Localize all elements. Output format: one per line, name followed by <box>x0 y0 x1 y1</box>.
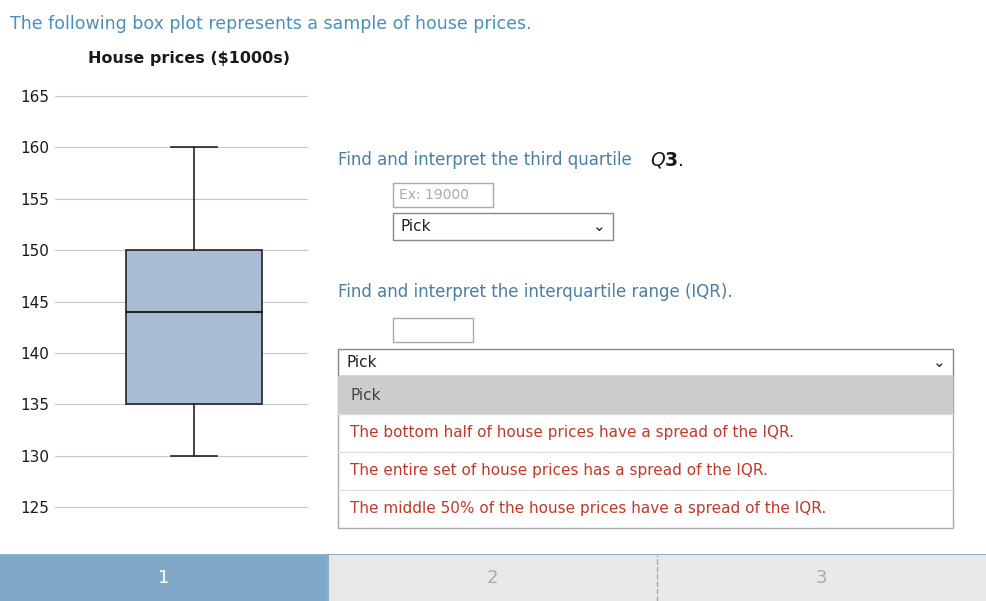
Bar <box>338 376 953 414</box>
Text: Pick: Pick <box>350 388 381 403</box>
Text: Find and interpret the third quartile: Find and interpret the third quartile <box>338 151 637 169</box>
Bar <box>338 349 953 376</box>
Bar <box>126 250 262 404</box>
Bar <box>328 555 657 601</box>
Text: The following box plot represents a sample of house prices.: The following box plot represents a samp… <box>10 15 531 33</box>
Text: 2: 2 <box>487 569 498 587</box>
Text: ⌄: ⌄ <box>933 355 946 370</box>
Text: Pick: Pick <box>346 355 377 370</box>
Text: The middle 50% of the house prices have a spread of the IQR.: The middle 50% of the house prices have … <box>350 501 826 516</box>
Text: Pick: Pick <box>401 219 432 234</box>
Text: House prices ($1000s): House prices ($1000s) <box>89 50 291 66</box>
Bar <box>393 213 613 240</box>
Text: The bottom half of house prices have a spread of the IQR.: The bottom half of house prices have a s… <box>350 426 794 441</box>
Text: Ex: 19000: Ex: 19000 <box>399 188 469 202</box>
Text: Find and interpret the interquartile range (IQR).: Find and interpret the interquartile ran… <box>338 283 733 301</box>
Bar <box>0 555 328 601</box>
Bar <box>393 318 473 342</box>
Text: ⌄: ⌄ <box>593 219 605 234</box>
Text: $\mathit{Q}$$\mathbf{3}$.: $\mathit{Q}$$\mathbf{3}$. <box>650 150 683 170</box>
Text: 3: 3 <box>815 569 827 587</box>
Bar <box>657 555 986 601</box>
Text: 1: 1 <box>159 569 170 587</box>
Bar <box>393 183 493 207</box>
Text: The entire set of house prices has a spread of the IQR.: The entire set of house prices has a spr… <box>350 463 768 478</box>
Bar <box>338 376 953 528</box>
